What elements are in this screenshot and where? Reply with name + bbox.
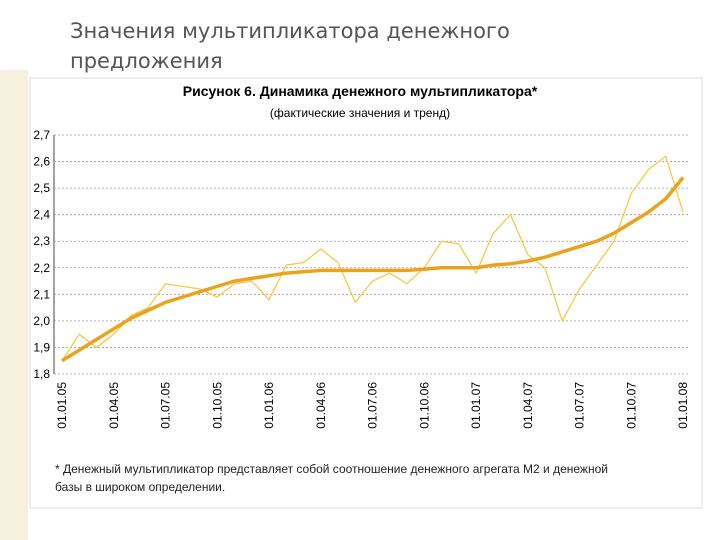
- y-tick-label: 2,6: [33, 155, 50, 169]
- x-tick-label: 01.07.05: [159, 382, 173, 429]
- x-tick-label: 01.10.06: [417, 382, 431, 429]
- x-tick-label: 01.01.08: [676, 382, 690, 429]
- y-tick-label: 2,4: [33, 208, 50, 222]
- x-tick-label: 01.04.05: [107, 382, 121, 429]
- x-tick-label: 01.07.07: [573, 382, 587, 429]
- y-tick-label: 1,8: [33, 367, 50, 381]
- y-tick-label: 2,2: [33, 261, 50, 275]
- x-tick-label: 01.04.07: [521, 382, 535, 429]
- data-line: [61, 176, 685, 363]
- x-tick-label: 01.01.06: [262, 382, 276, 429]
- footnote: * Денежный мультипликатор представляет с…: [55, 462, 608, 494]
- x-tick-label: 01.07.06: [366, 382, 380, 429]
- slide-title: Значения мультипликатора денежного предл…: [70, 19, 510, 73]
- y-tick-label: 1,9: [33, 340, 50, 354]
- y-tick-label: 2,5: [33, 181, 50, 195]
- chart-title: Рисунок 6. Динамика денежного мультиплик…: [183, 83, 538, 99]
- x-tick-label: 01.01.07: [469, 382, 483, 429]
- x-tick-label: 01.04.06: [314, 382, 328, 429]
- x-tick-label: 01.01.05: [55, 382, 69, 429]
- y-tick-label: 2,3: [33, 234, 50, 248]
- x-tick-label: 01.10.05: [210, 382, 224, 429]
- x-tick-label: 01.10.07: [624, 382, 638, 429]
- y-tick-label: 2,1: [33, 287, 50, 301]
- y-tick-label: 2,0: [33, 314, 50, 328]
- chart-frame: [29, 77, 703, 509]
- chart-subtitle: (фактические значения и тренд): [270, 106, 450, 120]
- y-tick-label: 2,7: [33, 128, 50, 142]
- decoration: [0, 70, 28, 540]
- data-line: [61, 155, 684, 362]
